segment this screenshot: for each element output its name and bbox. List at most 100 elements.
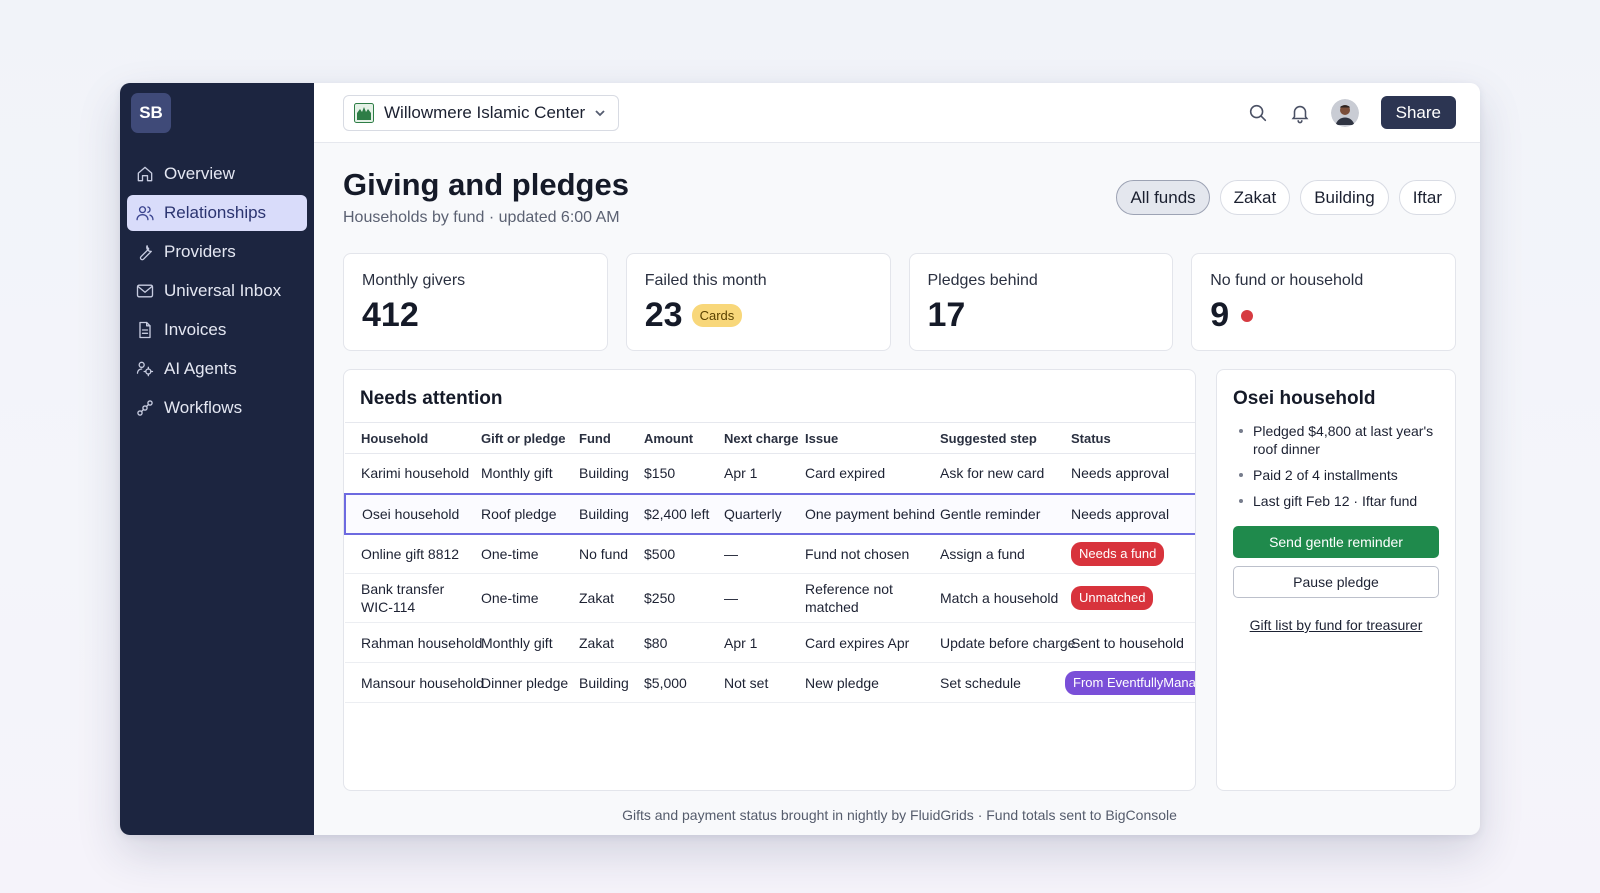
detail-title: Osei household bbox=[1233, 388, 1376, 409]
detail-facts: Pledged $4,800 at last year's roof dinne… bbox=[1233, 422, 1439, 510]
cell-suggested-step: Update before charge bbox=[934, 622, 1075, 663]
stat-card-pledges-behind[interactable]: Pledges behind 17 bbox=[908, 253, 1174, 351]
detail-fact: Last gift Feb 12 · Iftar fund bbox=[1233, 492, 1439, 510]
cell-issue: New pledge bbox=[799, 662, 934, 703]
table-row[interactable]: Karimi household Monthly gift Building $… bbox=[345, 453, 1195, 494]
stat-value: 412 bbox=[362, 296, 419, 334]
sidebar-item-label: Overview bbox=[164, 164, 235, 183]
stat-value-row: 23 Cards bbox=[645, 296, 872, 335]
cell-gift: Dinner pledge bbox=[475, 662, 573, 703]
sidebar: SB Overview Relationships Providers Univ… bbox=[120, 83, 314, 835]
cell-household: Bank transfer WIC-114 bbox=[345, 573, 475, 623]
needs-attention-title: Needs attention bbox=[360, 388, 503, 409]
document-icon bbox=[139, 321, 151, 339]
table-row[interactable]: Online gift 8812 One-time No fund $500 —… bbox=[345, 533, 1195, 574]
column-header[interactable]: Suggested step bbox=[934, 422, 1065, 454]
stat-card-no-fund-or-household[interactable]: No fund or household 9 bbox=[1191, 253, 1456, 351]
avatar[interactable] bbox=[1330, 98, 1359, 127]
cell-next-charge: Quarterly bbox=[718, 492, 799, 535]
cell-status: From EventfullyManaged bbox=[1065, 662, 1195, 703]
organization-name: Willowmere Islamic Center bbox=[384, 102, 586, 122]
detail-fact: Paid 2 of 4 installments bbox=[1233, 466, 1439, 484]
cell-amount: $250 bbox=[638, 573, 718, 623]
sidebar-item-workflows[interactable]: Workflows bbox=[127, 390, 307, 426]
column-header[interactable]: Issue bbox=[799, 422, 934, 454]
detail-fact: Pledged $4,800 at last year's roof dinne… bbox=[1233, 422, 1439, 458]
pause-pledge-button[interactable]: Pause pledge bbox=[1233, 566, 1439, 598]
table-row-selected[interactable]: Osei household Roof pledge Building $2,4… bbox=[344, 492, 1195, 535]
cell-next-charge: — bbox=[718, 533, 799, 574]
status-badge[interactable]: Unmatched bbox=[1071, 586, 1154, 610]
cell-issue: Card expires Apr bbox=[799, 622, 934, 663]
cell-suggested-step: Match a household bbox=[934, 573, 1065, 623]
page-content: Giving and pledges Households by fund · … bbox=[343, 143, 1456, 835]
cell-status: Needs approval bbox=[1065, 453, 1195, 494]
sidebar-item-ai-agents[interactable]: AI Agents bbox=[127, 351, 307, 387]
stat-label: No fund or household bbox=[1210, 272, 1364, 289]
sidebar-item-relationships[interactable]: Relationships bbox=[127, 195, 307, 231]
filter-iftar[interactable]: Iftar bbox=[1398, 180, 1456, 215]
share-button[interactable]: Share bbox=[1380, 96, 1456, 129]
cell-issue: Reference not matched bbox=[799, 573, 934, 623]
sidebar-item-universal-inbox[interactable]: Universal Inbox bbox=[127, 273, 307, 309]
column-header[interactable]: Fund bbox=[573, 422, 638, 454]
cell-issue: Card expired bbox=[799, 453, 934, 494]
users-icon bbox=[136, 206, 154, 221]
workspace-logo[interactable]: SB bbox=[131, 93, 171, 133]
table-row[interactable]: Rahman household Monthly gift Zakat $80 … bbox=[345, 622, 1195, 663]
send-reminder-button[interactable]: Send gentle reminder bbox=[1233, 526, 1439, 558]
alert-dot bbox=[1241, 309, 1254, 322]
gift-list-link[interactable]: Gift list by fund for treasurer bbox=[1249, 617, 1423, 633]
status-badge[interactable]: From EventfullyManaged bbox=[1065, 670, 1195, 695]
column-header[interactable]: Status bbox=[1065, 422, 1195, 454]
table-row[interactable]: Mansour household Dinner pledge Building… bbox=[345, 662, 1195, 703]
cell-household: Online gift 8812 bbox=[345, 533, 475, 574]
stat-value: 23 bbox=[644, 296, 683, 334]
cell-issue: Fund not chosen bbox=[799, 533, 934, 574]
cell-household: Mansour household bbox=[345, 662, 484, 703]
column-header[interactable]: Next charge bbox=[718, 422, 799, 454]
table-row[interactable]: Bank transfer WIC-114 One-time Zakat $25… bbox=[345, 573, 1195, 623]
sidebar-item-overview[interactable]: Overview bbox=[127, 156, 307, 192]
stat-label: Monthly givers bbox=[362, 272, 466, 289]
status-badge[interactable]: Needs a fund bbox=[1071, 541, 1165, 566]
filter-all-funds[interactable]: All funds bbox=[1116, 180, 1210, 215]
cell-suggested-step: Set schedule bbox=[934, 662, 1065, 703]
cell-status: Needs approval bbox=[1065, 492, 1195, 535]
cell-amount: $150 bbox=[638, 453, 718, 494]
stat-card-monthly-givers[interactable]: Monthly givers 412 bbox=[343, 253, 608, 351]
cell-fund: Building bbox=[573, 662, 638, 703]
sidebar-item-providers[interactable]: Providers bbox=[127, 234, 307, 270]
bell-icon[interactable] bbox=[1289, 102, 1311, 124]
cell-suggested-step: Gentle reminder bbox=[934, 492, 1065, 535]
cell-status: Unmatched bbox=[1065, 573, 1195, 623]
search-icon[interactable] bbox=[1247, 102, 1269, 124]
home-icon bbox=[137, 166, 153, 182]
sidebar-item-invoices[interactable]: Invoices bbox=[127, 312, 307, 348]
cell-next-charge: Not set bbox=[718, 662, 799, 703]
column-header[interactable]: Gift or pledge bbox=[475, 422, 573, 454]
cell-next-charge: Apr 1 bbox=[718, 453, 799, 494]
cell-status: Needs a fund bbox=[1065, 533, 1195, 574]
stat-value-row: 9 bbox=[1210, 296, 1437, 335]
needs-attention-panel: Needs attention Household Gift or pledge… bbox=[343, 369, 1196, 791]
column-header[interactable]: Household bbox=[345, 422, 475, 454]
cell-issue: One payment behind bbox=[799, 492, 935, 535]
cell-fund: Zakat bbox=[573, 622, 638, 663]
stat-value: 17 bbox=[927, 296, 966, 334]
sidebar-item-label: Workflows bbox=[164, 398, 243, 417]
stat-card-failed-this-month[interactable]: Failed this month 23 Cards bbox=[625, 253, 891, 351]
cell-suggested-step: Assign a fund bbox=[934, 533, 1065, 574]
sidebar-item-label: Providers bbox=[164, 242, 236, 261]
cell-amount: $80 bbox=[638, 622, 718, 663]
cell-gift: One-time bbox=[475, 573, 573, 623]
filter-zakat[interactable]: Zakat bbox=[1219, 180, 1291, 215]
needs-attention-table: Household Gift or pledge Fund Amount Nex… bbox=[344, 422, 1195, 703]
filter-building[interactable]: Building bbox=[1300, 180, 1389, 215]
app-window: SB Overview Relationships Providers Univ… bbox=[120, 83, 1480, 835]
cell-status: Sent to household bbox=[1065, 622, 1195, 663]
organization-selector[interactable]: Willowmere Islamic Center bbox=[343, 94, 620, 131]
column-header[interactable]: Amount bbox=[638, 422, 718, 454]
main-area: Willowmere Islamic Center Share Giv bbox=[314, 83, 1480, 835]
wrench-icon bbox=[139, 245, 152, 261]
